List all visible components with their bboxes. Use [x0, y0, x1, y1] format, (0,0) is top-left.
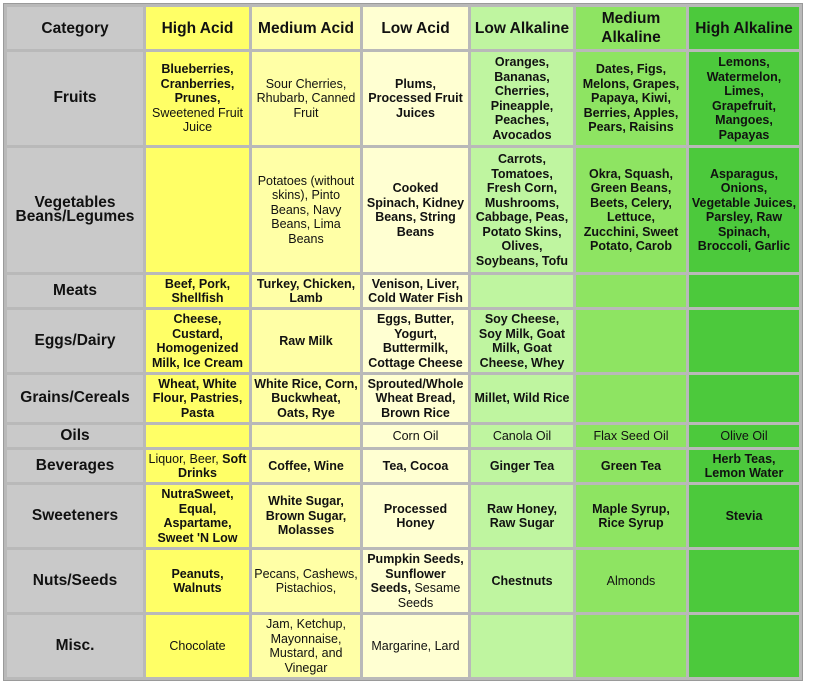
row-category: Sweeteners: [7, 485, 143, 547]
table-cell: Carrots, Tomatoes, Fresh Corn, Mushrooms…: [471, 148, 573, 272]
table-cell: Cooked Spinach, Kidney Beans, String Bea…: [363, 148, 468, 272]
table-cell: Pumpkin Seeds, Sunflower Seeds, Sesame S…: [363, 550, 468, 612]
table-cell: Beef, Pork, Shellfish: [146, 275, 249, 307]
table-cell: White Sugar, Brown Sugar, Molasses: [252, 485, 360, 547]
table-cell: [146, 148, 249, 272]
table-cell: Peanuts, Walnuts: [146, 550, 249, 612]
table-cell: Almonds: [576, 550, 686, 612]
header-high-alkaline: High Alkaline: [689, 7, 799, 49]
table-cell: Margarine, Lard: [363, 615, 468, 677]
table-cell: Lemons, Watermelon, Limes, Grapefruit, M…: [689, 52, 799, 145]
table-cell: Sprouted/Whole Wheat Bread, Brown Rice: [363, 375, 468, 422]
table-cell: Raw Honey, Raw Sugar: [471, 485, 573, 547]
table-cell: Chestnuts: [471, 550, 573, 612]
table-cell: Oranges, Bananas, Cherries, Pineapple, P…: [471, 52, 573, 145]
table-cell: Green Tea: [576, 450, 686, 482]
table-row: Eggs/Dairy Cheese, Custard, Homogenized M…: [7, 310, 799, 372]
table-cell: [576, 310, 686, 372]
table-cell: Sour Cherries, Rhubarb, Canned Fruit: [252, 52, 360, 145]
table-cell: Turkey, Chicken, Lamb: [252, 275, 360, 307]
table-cell: Stevia: [689, 485, 799, 547]
table-cell: Okra, Squash, Green Beans, Beets, Celery…: [576, 148, 686, 272]
header-low-acid: Low Acid: [363, 7, 468, 49]
table-row: Oils Corn Oil Canola Oil Flax Seed Oil Olive…: [7, 425, 799, 447]
table-cell: Soy Cheese, Soy Milk, Goat Milk, Goat Ch…: [471, 310, 573, 372]
table-cell: Herb Teas, Lemon Water: [689, 450, 799, 482]
acid-alkaline-table: Category High Acid Medium Acid Low Acid …: [3, 3, 803, 681]
table-cell: [689, 310, 799, 372]
table-cell: Dates, Figs, Melons, Grapes, Papaya, Kiw…: [576, 52, 686, 145]
table-cell: Eggs, Butter, Yogurt, Buttermilk, Cottag…: [363, 310, 468, 372]
table-cell: Maple Syrup, Rice Syrup: [576, 485, 686, 547]
table-cell: [576, 615, 686, 677]
table-cell: Jam, Ketchup, Mayonnaise, Mustard, and V…: [252, 615, 360, 677]
table-row: Vegetables Beans/Legumes Potatoes (withou…: [7, 148, 799, 272]
row-category: Vegetables Beans/Legumes: [7, 148, 143, 272]
row-category: Nuts/Seeds: [7, 550, 143, 612]
header-medium-alkaline: Medium Alkaline: [576, 7, 686, 49]
table-cell: Wheat, White Flour, Pastries, Pasta: [146, 375, 249, 422]
table-cell: [689, 275, 799, 307]
row-category: Grains/Cereals: [7, 375, 143, 422]
table-cell: Liquor, Beer, Soft Drinks: [146, 450, 249, 482]
header-category: Category: [7, 7, 143, 49]
table-cell: [576, 275, 686, 307]
table-cell: Pecans, Cashews, Pistachios,: [252, 550, 360, 612]
table-cell: Processed Honey: [363, 485, 468, 547]
table-cell: [689, 550, 799, 612]
table-cell: Millet, Wild Rice: [471, 375, 573, 422]
table-cell: Corn Oil: [363, 425, 468, 447]
table-row: Nuts/Seeds Peanuts, Walnuts Pecans, Cashew…: [7, 550, 799, 612]
table-row: Fruits Blueberries, Cranberries, Prunes, …: [7, 52, 799, 145]
table-cell: Cheese, Custard, Homogenized Milk, Ice C…: [146, 310, 249, 372]
table-cell: Asparagus, Onions, Vegetable Juices, Par…: [689, 148, 799, 272]
table-cell: [689, 615, 799, 677]
table-cell: Olive Oil: [689, 425, 799, 447]
table-row: Sweeteners NutraSweet, Equal, Aspartame, …: [7, 485, 799, 547]
row-category: Misc.: [7, 615, 143, 677]
row-category: Meats: [7, 275, 143, 307]
table-cell: Coffee, Wine: [252, 450, 360, 482]
header-row: Category High Acid Medium Acid Low Acid …: [7, 7, 799, 49]
table-cell: Chocolate: [146, 615, 249, 677]
table-cell: Blueberries, Cranberries, Prunes, Sweete…: [146, 52, 249, 145]
table-cell: [252, 425, 360, 447]
header-low-alkaline: Low Alkaline: [471, 7, 573, 49]
table-cell: [689, 375, 799, 422]
table-cell: [471, 275, 573, 307]
table-cell: White Rice, Corn, Buckwheat, Oats, Rye: [252, 375, 360, 422]
table-cell: Canola Oil: [471, 425, 573, 447]
table-cell: Ginger Tea: [471, 450, 573, 482]
table-cell: Raw Milk: [252, 310, 360, 372]
row-category: Oils: [7, 425, 143, 447]
table-cell: Flax Seed Oil: [576, 425, 686, 447]
table-cell: Plums, Processed Fruit Juices: [363, 52, 468, 145]
table-cell: [471, 615, 573, 677]
table-row: Beverages Liquor, Beer, Soft Drinks Coffee…: [7, 450, 799, 482]
table-cell: [576, 375, 686, 422]
table-cell: Potatoes (without skins), Pinto Beans, N…: [252, 148, 360, 272]
table-row: Grains/Cereals Wheat, White Flour, Pastri…: [7, 375, 799, 422]
table-row: Misc. Chocolate Jam, Ketchup, Mayonnaise, …: [7, 615, 799, 677]
header-medium-acid: Medium Acid: [252, 7, 360, 49]
table-row: Meats Beef, Pork, Shellfish Turkey, Chicke…: [7, 275, 799, 307]
row-category: Fruits: [7, 52, 143, 145]
table-cell: Venison, Liver, Cold Water Fish: [363, 275, 468, 307]
table-cell: Tea, Cocoa: [363, 450, 468, 482]
row-category: Eggs/Dairy: [7, 310, 143, 372]
table-cell: [146, 425, 249, 447]
header-high-acid: High Acid: [146, 7, 249, 49]
row-category: Beverages: [7, 450, 143, 482]
table-cell: NutraSweet, Equal, Aspartame, Sweet 'N L…: [146, 485, 249, 547]
